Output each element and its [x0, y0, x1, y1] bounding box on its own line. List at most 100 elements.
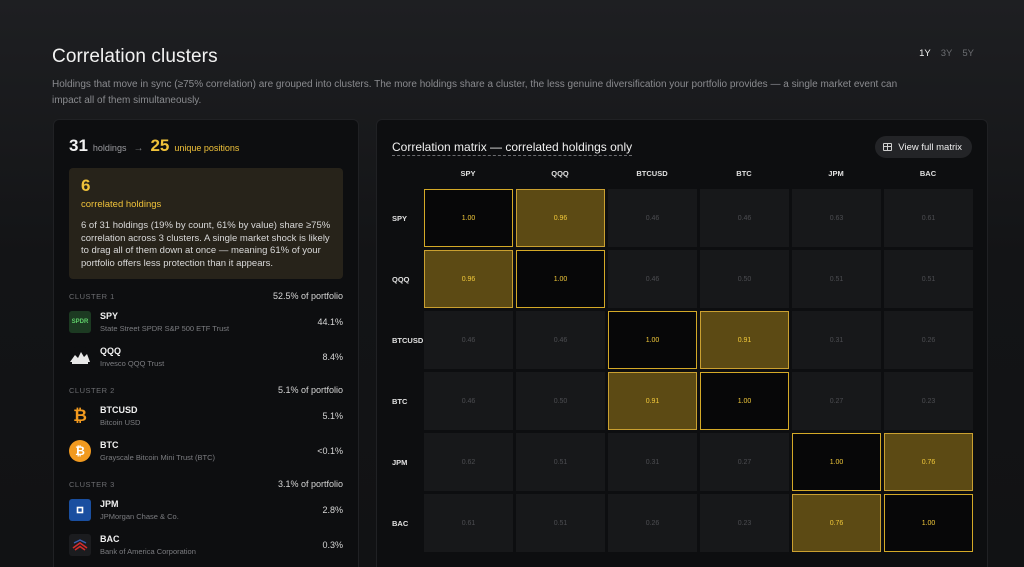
matrix-cell[interactable]: 0.46: [608, 250, 697, 308]
cluster-name: CLUSTER 1: [69, 291, 115, 301]
matrix-column-header: QQQ: [551, 169, 569, 178]
matrix-cell[interactable]: 0.26: [608, 494, 697, 552]
invesco-logo-icon: [69, 345, 91, 368]
matrix-cell[interactable]: 0.76: [792, 494, 881, 552]
view-full-matrix-label: View full matrix: [898, 141, 962, 153]
matrix-cell[interactable]: 1.00: [516, 250, 605, 308]
matrix-cell[interactable]: 0.26: [884, 311, 973, 369]
matrix-row-header: QQQ: [392, 275, 410, 284]
holding-percent: 5.1%: [322, 410, 343, 421]
correlated-holdings-card: 6 correlated holdings 6 of 31 holdings (…: [69, 168, 343, 279]
matrix-cell[interactable]: 0.51: [792, 250, 881, 308]
holding-name: Invesco QQQ Trust: [100, 358, 165, 368]
cluster-header: CLUSTER 1 52.5% of portfolio: [69, 289, 343, 303]
cluster-summary-panel: 31 holdings → 25 unique positions 6 corr…: [53, 119, 359, 567]
range-1y-button[interactable]: 1Y: [919, 48, 931, 59]
time-range-selector: 1Y 3Y 5Y: [919, 48, 974, 59]
holding-row[interactable]: JPM JPMorgan Chase & Co. 2.8%: [69, 493, 343, 526]
matrix-cell[interactable]: 0.91: [700, 311, 789, 369]
matrix-column-header: SPY: [460, 169, 476, 178]
unique-label: unique positions: [174, 143, 240, 153]
cluster-share: 3.1% of portfolio: [277, 479, 343, 489]
holding-row[interactable]: QQQ Invesco QQQ Trust 8.4%: [69, 340, 343, 373]
matrix-cell[interactable]: 0.51: [884, 250, 973, 308]
matrix-cell[interactable]: 0.96: [424, 250, 513, 308]
spdr-logo-icon: SPDR: [69, 310, 91, 333]
page-title: Correlation clusters: [52, 46, 218, 67]
matrix-row-header: BAC: [392, 519, 409, 528]
cluster-header: CLUSTER 3 3.1% of portfolio: [69, 477, 343, 491]
holding-ticker: BTCUSD: [100, 404, 138, 415]
range-5y-button[interactable]: 5Y: [962, 48, 974, 59]
matrix-cell[interactable]: 0.46: [608, 189, 697, 247]
matrix-cell[interactable]: 0.96: [516, 189, 605, 247]
matrix-cell[interactable]: 0.61: [884, 189, 973, 247]
matrix-cell[interactable]: 0.31: [792, 311, 881, 369]
holding-percent: <0.1%: [317, 445, 343, 456]
holdings-label: holdings: [92, 143, 127, 153]
page-header: Correlation clusters Holdings that move …: [52, 46, 912, 109]
matrix-cell[interactable]: 1.00: [608, 311, 697, 369]
matrix-title: Correlation matrix — correlated holdings…: [392, 140, 633, 156]
matrix-cell[interactable]: 0.23: [884, 372, 973, 430]
matrix-cell[interactable]: 0.31: [608, 433, 697, 491]
correlated-label: correlated holdings: [81, 199, 162, 210]
cluster-name: CLUSTER 2: [69, 385, 115, 395]
table-icon: [883, 143, 893, 151]
matrix-cell[interactable]: 0.76: [884, 433, 973, 491]
matrix-cell[interactable]: 0.46: [424, 311, 513, 369]
matrix-cell[interactable]: 0.27: [700, 433, 789, 491]
holding-percent: 44.1%: [317, 316, 343, 327]
jpmorgan-logo-icon: [69, 498, 91, 521]
bofa-logo-icon: [69, 533, 91, 556]
cluster-header: CLUSTER 2 5.1% of portfolio: [69, 383, 343, 397]
holding-row[interactable]: BAC Bank of America Corporation 0.3%: [69, 528, 343, 561]
matrix-column-header: JPM: [828, 169, 844, 178]
matrix-cell[interactable]: 0.50: [700, 250, 789, 308]
matrix-cell[interactable]: 0.23: [700, 494, 789, 552]
matrix-cell[interactable]: 1.00: [884, 494, 973, 552]
holdings-summary: 31 holdings → 25 unique positions: [69, 136, 343, 156]
matrix-cell[interactable]: 0.46: [424, 372, 513, 430]
matrix-cell[interactable]: 0.27: [792, 372, 881, 430]
arrow-right-icon: →: [133, 143, 144, 154]
matrix-row-header: JPM: [392, 458, 408, 467]
matrix-cell[interactable]: 0.91: [608, 372, 697, 430]
holding-percent: 8.4%: [322, 351, 343, 362]
holding-row[interactable]: ₿ BTC Grayscale Bitcoin Mini Trust (BTC)…: [69, 434, 343, 467]
matrix-cell[interactable]: 0.63: [792, 189, 881, 247]
bitcoin-icon: ₿: [69, 439, 91, 462]
bitcoin-icon: ₿: [69, 404, 91, 427]
holding-name: JPMorgan Chase & Co.: [100, 511, 179, 521]
holding-row[interactable]: ₿ BTCUSD Bitcoin USD 5.1%: [69, 399, 343, 432]
matrix-cell[interactable]: 1.00: [424, 189, 513, 247]
matrix-cell[interactable]: 1.00: [792, 433, 881, 491]
holdings-count: 31: [69, 136, 88, 155]
holding-row[interactable]: SPDR SPY State Street SPDR S&P 500 ETF T…: [69, 305, 343, 338]
holding-name: Bitcoin USD: [100, 417, 141, 427]
matrix-cell[interactable]: 1.00: [700, 372, 789, 430]
matrix-column-header: BTCUSD: [636, 169, 668, 178]
holding-percent: 2.8%: [322, 504, 343, 515]
matrix-row-header: BTCUSD: [392, 336, 424, 345]
matrix-cell[interactable]: 0.46: [700, 189, 789, 247]
matrix-cell[interactable]: 0.46: [516, 311, 605, 369]
matrix-cell[interactable]: 0.51: [516, 494, 605, 552]
matrix-column-header: BTC: [736, 169, 752, 178]
matrix-cell[interactable]: 0.61: [424, 494, 513, 552]
matrix-row-header: BTC: [392, 397, 408, 406]
matrix-cell[interactable]: 0.51: [516, 433, 605, 491]
cluster-share: 5.1% of portfolio: [277, 385, 343, 395]
matrix-cell[interactable]: 0.50: [516, 372, 605, 430]
holding-ticker: QQQ: [100, 345, 122, 356]
holding-ticker: JPM: [100, 498, 119, 509]
correlated-description: 6 of 31 holdings (19% by count, 61% by v…: [81, 220, 331, 269]
holding-ticker: SPY: [100, 310, 119, 321]
matrix-row-header: SPY: [392, 214, 408, 223]
view-full-matrix-button[interactable]: View full matrix: [875, 136, 972, 158]
correlated-count: 6: [81, 176, 91, 195]
range-3y-button[interactable]: 3Y: [940, 48, 953, 59]
correlation-matrix-panel: Correlation matrix — correlated holdings…: [376, 119, 988, 567]
holding-ticker: BTC: [100, 439, 119, 450]
matrix-cell[interactable]: 0.62: [424, 433, 513, 491]
